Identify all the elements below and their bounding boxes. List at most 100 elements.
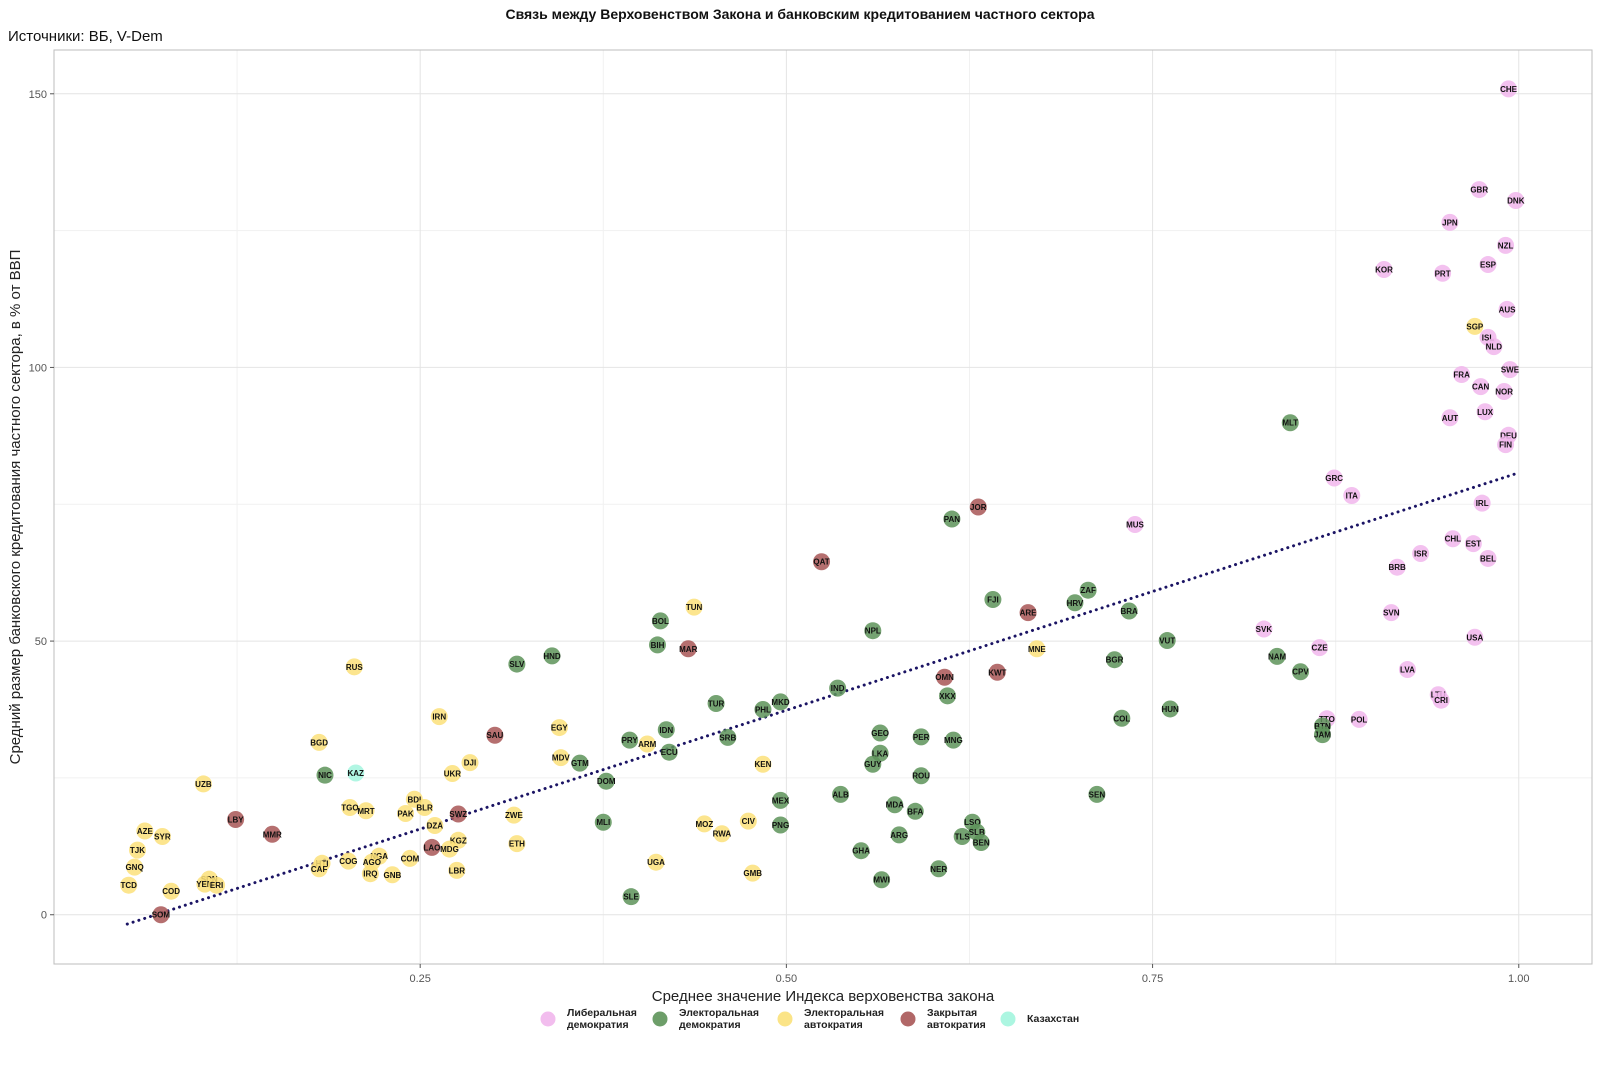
point-marker bbox=[594, 813, 612, 831]
point-label: BEN bbox=[973, 838, 990, 847]
point-marker bbox=[1120, 602, 1138, 620]
legend-label: Казахстан bbox=[1027, 1013, 1079, 1025]
point-label: HRV bbox=[1067, 599, 1084, 608]
point-label: MNG bbox=[944, 736, 963, 745]
point-label: SVK bbox=[1256, 625, 1273, 634]
point-marker bbox=[1398, 661, 1416, 679]
point-label: CHL bbox=[1445, 535, 1462, 544]
data-point: ERI bbox=[208, 876, 226, 894]
point-marker bbox=[310, 860, 328, 878]
point-label: SEN bbox=[1089, 790, 1106, 799]
point-marker bbox=[772, 816, 790, 834]
point-label: RWA bbox=[713, 830, 732, 839]
data-point: LVA bbox=[1398, 661, 1416, 679]
point-marker bbox=[508, 655, 526, 673]
data-point: TLS bbox=[953, 827, 971, 845]
point-marker bbox=[1105, 651, 1123, 669]
data-point: MKD bbox=[771, 693, 790, 711]
point-label: AZE bbox=[137, 827, 154, 836]
data-point: CAF bbox=[310, 860, 328, 878]
point-label: NIC bbox=[318, 771, 332, 780]
data-point: TUN bbox=[685, 598, 703, 616]
point-marker bbox=[1079, 581, 1097, 599]
data-point: BEL bbox=[1479, 549, 1497, 567]
point-label: NPL bbox=[865, 627, 881, 636]
point-marker bbox=[651, 612, 669, 630]
point-label: ZAF bbox=[1080, 586, 1096, 595]
point-label: NZL bbox=[1498, 241, 1514, 250]
point-marker bbox=[543, 647, 561, 665]
point-label: SGP bbox=[1466, 322, 1484, 331]
data-point: GNB bbox=[383, 866, 401, 884]
point-marker bbox=[832, 785, 850, 803]
data-point: ZAF bbox=[1079, 581, 1097, 599]
point-marker bbox=[1501, 361, 1519, 379]
point-marker bbox=[505, 806, 523, 824]
point-marker bbox=[685, 598, 703, 616]
point-label: MDG bbox=[440, 845, 459, 854]
data-point: SVN bbox=[1382, 604, 1400, 622]
point-marker bbox=[754, 701, 772, 719]
data-point: HUN bbox=[1161, 700, 1179, 718]
data-point: MNG bbox=[944, 731, 963, 749]
point-label: FIN bbox=[1499, 441, 1512, 450]
point-marker bbox=[679, 640, 697, 658]
point-label: USA bbox=[1466, 633, 1483, 642]
point-label: ARE bbox=[1020, 609, 1038, 618]
point-marker bbox=[136, 822, 154, 840]
data-point: SLV bbox=[508, 655, 526, 673]
point-marker bbox=[162, 882, 180, 900]
data-point: ZWE bbox=[505, 806, 523, 824]
data-point: KWT bbox=[988, 663, 1007, 681]
data-point: GUY bbox=[864, 755, 882, 773]
point-label: ETH bbox=[509, 840, 525, 849]
point-marker bbox=[969, 498, 987, 516]
point-marker bbox=[695, 815, 713, 833]
data-point: CZE bbox=[1311, 639, 1328, 657]
point-label: SWZ bbox=[449, 810, 467, 819]
point-label: COM bbox=[401, 854, 420, 863]
point-marker bbox=[739, 812, 757, 830]
data-point: UZB bbox=[194, 775, 212, 793]
point-marker bbox=[1268, 647, 1286, 665]
point-label: HUN bbox=[1161, 705, 1179, 714]
point-marker bbox=[1028, 640, 1046, 658]
point-marker bbox=[1464, 535, 1482, 553]
point-marker bbox=[1126, 516, 1144, 534]
point-marker bbox=[871, 724, 889, 742]
legend-swatch bbox=[777, 1011, 793, 1027]
point-label: IRL bbox=[1476, 499, 1489, 508]
point-label: HND bbox=[543, 652, 561, 661]
point-label: GRC bbox=[1325, 474, 1343, 483]
point-label: BEL bbox=[1480, 554, 1496, 563]
point-label: MLI bbox=[596, 818, 610, 827]
point-marker bbox=[1485, 338, 1503, 356]
point-marker bbox=[443, 765, 461, 783]
legend-swatch bbox=[540, 1011, 556, 1027]
point-label: YEM bbox=[196, 880, 214, 889]
y-tick-label: 0 bbox=[41, 910, 47, 922]
point-label: BRB bbox=[1389, 563, 1407, 572]
data-point: FJI bbox=[984, 590, 1002, 608]
point-marker bbox=[1498, 300, 1516, 318]
point-label: GEO bbox=[871, 729, 889, 738]
data-point: NLD bbox=[1485, 338, 1503, 356]
data-point: MUS bbox=[1126, 516, 1145, 534]
data-point: IRQ bbox=[361, 865, 379, 883]
point-label: DEU bbox=[1500, 431, 1517, 440]
point-marker bbox=[886, 796, 904, 814]
point-label: SAU bbox=[486, 731, 503, 740]
data-point: PHL bbox=[754, 701, 772, 719]
point-label: GNB bbox=[383, 871, 401, 880]
y-axis-title: Средний размер банковского кредитования … bbox=[7, 250, 24, 765]
y-tick-label: 150 bbox=[29, 89, 47, 101]
point-label: GMB bbox=[743, 869, 762, 878]
point-marker bbox=[361, 865, 379, 883]
point-marker bbox=[936, 668, 954, 686]
data-point: ETH bbox=[508, 835, 526, 853]
data-point: SYR bbox=[153, 827, 171, 845]
point-marker bbox=[852, 842, 870, 860]
point-label: LBY bbox=[228, 816, 245, 825]
